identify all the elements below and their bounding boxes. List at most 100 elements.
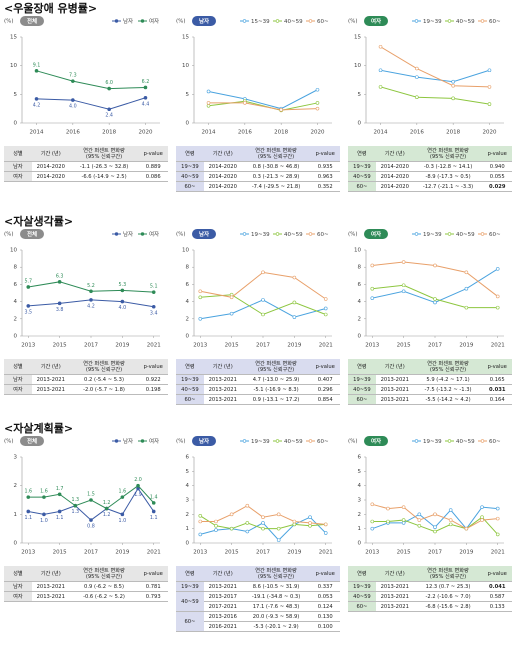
cell: 40~59 — [176, 591, 204, 612]
point — [464, 286, 469, 291]
cell: 0.133 — [482, 601, 512, 612]
cell: 0.922 — [138, 374, 168, 385]
y-tick-label: 5 — [186, 469, 190, 475]
point — [89, 289, 93, 294]
value-label: 1.4 — [150, 494, 158, 500]
cell: 40~59 — [348, 591, 376, 602]
cell: 0.124 — [310, 601, 340, 612]
x-tick-label: 2021 — [491, 550, 505, 556]
cell: -12.7 (-21.1 ~ -3.3) — [413, 181, 483, 192]
cell: 2014-2020 — [375, 161, 414, 172]
legend-marker — [275, 439, 280, 443]
point — [451, 83, 455, 88]
cell: 40~59 — [176, 384, 204, 395]
point — [323, 312, 328, 317]
cell: 0.8 (-30.8 ~ 46.8) — [241, 161, 311, 172]
row: 여자 2014-2020 -6.6 (-14.9 ~ 2.5) 0.086 — [4, 171, 168, 182]
value-label: 1.0 — [40, 518, 48, 524]
chart-title: 남자 — [199, 437, 210, 445]
cell: 0.854 — [310, 394, 340, 405]
row: 남자 2013-2021 0.2 (-5.4 ~ 5.3) 0.922 — [4, 374, 168, 385]
chart-title: 여자 — [371, 230, 382, 238]
point — [415, 95, 419, 99]
header-row: 연령 기간 (년) 연간 퍼센트 변화량 (95% 신뢰구간) p-value — [176, 359, 340, 375]
value-label: 1.6 — [40, 489, 48, 495]
header-cell: 기간 (년) — [31, 146, 70, 162]
x-tick-label: 2018 — [274, 130, 288, 136]
header-cell: 기간 (년) — [203, 566, 242, 582]
point — [206, 89, 211, 94]
cell: 19~39 — [176, 374, 204, 385]
point — [243, 101, 247, 105]
row: 19~39 2013-2021 5.9 (-4.2 ~ 17.1) 0.165 — [348, 374, 512, 385]
cell: 2014-2020 — [375, 171, 414, 182]
point — [495, 506, 500, 511]
legend-marker — [308, 439, 313, 443]
point — [143, 95, 148, 100]
y-tick-label: 6 — [14, 282, 18, 288]
point — [433, 297, 437, 301]
cell: -6.6 (-14.9 ~ 2.5) — [69, 171, 139, 182]
y-tick-label: 6 — [358, 282, 362, 288]
cell: 17.1 (-7.6 ~ 48.3) — [241, 601, 311, 612]
y-axis-label: (%) — [4, 232, 14, 238]
x-tick-label: 2016 — [66, 130, 80, 136]
legend-marker — [140, 439, 145, 443]
cell: 0.165 — [482, 374, 512, 385]
row: 40~59 2013-2017 -19.1 (-34.8 ~ 0.3) 0.053 — [176, 591, 340, 612]
header-cell: 기간 (년) — [375, 566, 414, 582]
point — [401, 289, 406, 294]
cell: 2013-2021 — [375, 591, 414, 602]
y-tick-label: 1 — [358, 526, 362, 532]
stats-table: 연령 기간 (년) 연간 퍼센트 변화량 (95% 신뢰구간) p-value 19~3… — [176, 566, 340, 632]
point — [433, 529, 437, 534]
series-line — [208, 89, 318, 110]
y-axis-label: (%) — [4, 439, 14, 445]
y-tick-label: 3 — [186, 498, 190, 504]
cell: -2.0 (-5.7 ~ 1.8) — [69, 384, 139, 395]
cell: 여자 — [4, 384, 32, 395]
point — [198, 513, 203, 518]
value-label: 1.7 — [56, 486, 64, 492]
y-tick-label: 10 — [182, 248, 189, 254]
cell: 여자 — [4, 171, 32, 182]
point — [323, 531, 328, 535]
x-tick-label: 2019 — [115, 550, 129, 556]
stats-table: 연령 기간 (년) 연간 퍼센트 변화량 (95% 신뢰구간) p-value 19~3… — [348, 566, 512, 612]
legend-label: 40~59 — [284, 439, 303, 445]
point — [26, 509, 31, 514]
cell: 2014-2020 — [203, 161, 242, 172]
x-tick-label: 2020 — [138, 130, 152, 136]
y-axis-label: (%) — [348, 232, 358, 238]
value-label: 6.0 — [105, 80, 113, 86]
cell: 0.587 — [482, 591, 512, 602]
y-tick-label: 15 — [10, 35, 17, 41]
value-label: 4.0 — [69, 104, 77, 110]
header-cell: 연간 퍼센트 변화량 (95% 신뢰구간) — [241, 146, 311, 162]
x-tick-label: 2020 — [310, 130, 324, 136]
x-tick-label: 2019 — [115, 343, 129, 349]
point — [495, 532, 500, 537]
cell: 2013-2017 — [203, 591, 242, 602]
point — [276, 526, 281, 531]
value-label: 1.1 — [24, 515, 32, 521]
row: 19~39 2014-2020 -0.3 (-12.8 ~ 14.1) 0.940 — [348, 161, 512, 172]
point — [323, 522, 328, 527]
legend-label: 19~39 — [423, 439, 442, 445]
value-label: 9.1 — [33, 62, 41, 68]
value-label: 1.3 — [71, 509, 79, 515]
header-row: 연령 기간 (년) 연간 퍼센트 변화량 (95% 신뢰구간) p-value — [348, 566, 512, 582]
legend-label: 여자 — [149, 230, 159, 238]
legend-label: 40~59 — [456, 439, 475, 445]
cell: 20.0 (-9.3 ~ 58.9) — [241, 611, 311, 622]
point — [480, 515, 484, 519]
cell: 60~ — [348, 181, 376, 192]
row: 40~59 2013-2021 -2.2 (-10.6 ~ 7.0) 0.587 — [348, 591, 512, 602]
point — [370, 296, 375, 300]
point — [57, 301, 62, 306]
y-tick-label: 6 — [186, 282, 190, 288]
point — [451, 79, 455, 84]
y-axis-label: (%) — [176, 439, 186, 445]
cell: 2017-2021 — [203, 601, 242, 612]
cell: 19~39 — [348, 161, 376, 172]
